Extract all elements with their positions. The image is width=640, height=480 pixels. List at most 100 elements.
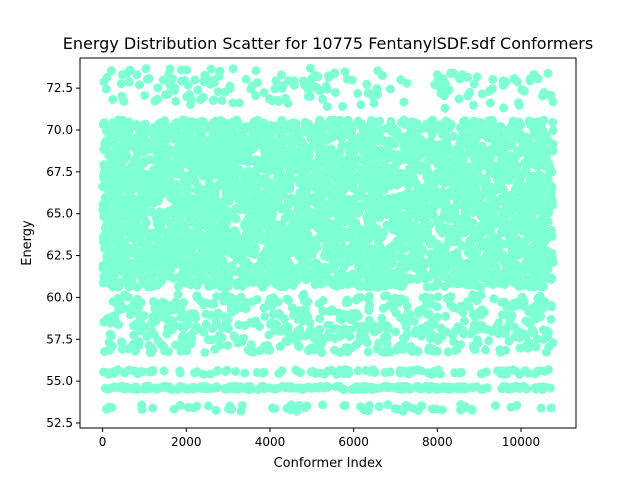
data-point [175, 368, 185, 378]
data-point [102, 253, 112, 263]
data-point [286, 382, 296, 392]
data-point [209, 299, 219, 309]
data-point [273, 161, 283, 171]
data-point [206, 64, 216, 74]
data-point [316, 196, 326, 206]
data-point [219, 296, 229, 306]
data-point [127, 277, 137, 287]
data-point [388, 244, 398, 254]
data-point [251, 66, 261, 76]
data-point [514, 300, 524, 310]
data-point [442, 132, 452, 141]
data-point [207, 335, 217, 345]
data-point [523, 220, 533, 230]
data-point [461, 264, 471, 274]
data-point [451, 346, 460, 355]
data-point [301, 166, 311, 176]
data-point [363, 347, 373, 357]
data-point [404, 210, 414, 220]
data-point [136, 367, 146, 376]
data-point [445, 237, 455, 247]
data-point [205, 182, 215, 192]
data-point [379, 182, 389, 192]
data-point [411, 147, 421, 157]
data-point [182, 92, 192, 102]
data-point [374, 402, 384, 412]
data-point [99, 144, 109, 154]
data-point [144, 341, 154, 350]
data-point [419, 233, 429, 243]
data-point [108, 95, 118, 104]
data-point [99, 118, 109, 128]
data-point [369, 327, 379, 337]
data-point [504, 321, 514, 331]
data-point [176, 210, 186, 220]
data-point [442, 384, 452, 393]
data-point [440, 282, 450, 292]
data-point [241, 278, 251, 288]
data-point [223, 340, 233, 350]
data-point [329, 184, 339, 194]
data-point [308, 383, 318, 393]
data-point [280, 242, 290, 252]
data-point [299, 289, 309, 299]
data-point [131, 382, 141, 392]
data-point [348, 315, 358, 325]
data-point [230, 332, 239, 342]
data-point [359, 128, 369, 138]
data-point [162, 328, 172, 338]
data-point [500, 148, 510, 158]
data-point [501, 382, 511, 392]
data-point [516, 206, 526, 216]
data-point [198, 92, 208, 102]
data-point [302, 269, 312, 279]
data-point [327, 253, 337, 263]
data-point [266, 181, 276, 191]
data-point [317, 158, 327, 168]
data-point [205, 211, 215, 221]
data-point [102, 404, 112, 414]
data-point [401, 154, 411, 164]
data-point [433, 292, 443, 302]
data-point [226, 235, 236, 245]
data-point [351, 308, 361, 318]
data-point [292, 366, 302, 376]
data-point [474, 320, 484, 330]
data-point [464, 302, 474, 312]
data-point [479, 384, 489, 394]
data-point [169, 404, 179, 414]
data-point [471, 122, 481, 131]
data-point [403, 382, 413, 392]
data-point [317, 119, 327, 129]
data-point [106, 331, 116, 340]
data-point [129, 234, 139, 244]
data-point [108, 297, 118, 306]
data-point [208, 125, 218, 135]
data-point [190, 227, 200, 237]
data-point [192, 118, 202, 128]
data-point [140, 91, 150, 100]
data-point [305, 244, 314, 254]
data-point [337, 315, 346, 325]
data-point [132, 218, 142, 228]
data-point [292, 327, 302, 337]
data-point [524, 206, 534, 216]
data-point [286, 175, 296, 185]
data-point [445, 123, 455, 133]
data-point [531, 342, 541, 352]
data-point [116, 265, 126, 275]
data-point [512, 216, 522, 226]
data-point [212, 319, 222, 329]
data-point [455, 123, 465, 133]
data-point [527, 327, 537, 337]
data-point [504, 336, 514, 346]
data-point [471, 193, 481, 203]
data-point [331, 174, 341, 184]
data-point [144, 74, 154, 83]
data-point [153, 234, 163, 244]
data-point [456, 340, 465, 349]
data-point [165, 382, 174, 392]
data-point [112, 183, 122, 192]
data-point [332, 369, 341, 379]
data-point [147, 207, 157, 217]
